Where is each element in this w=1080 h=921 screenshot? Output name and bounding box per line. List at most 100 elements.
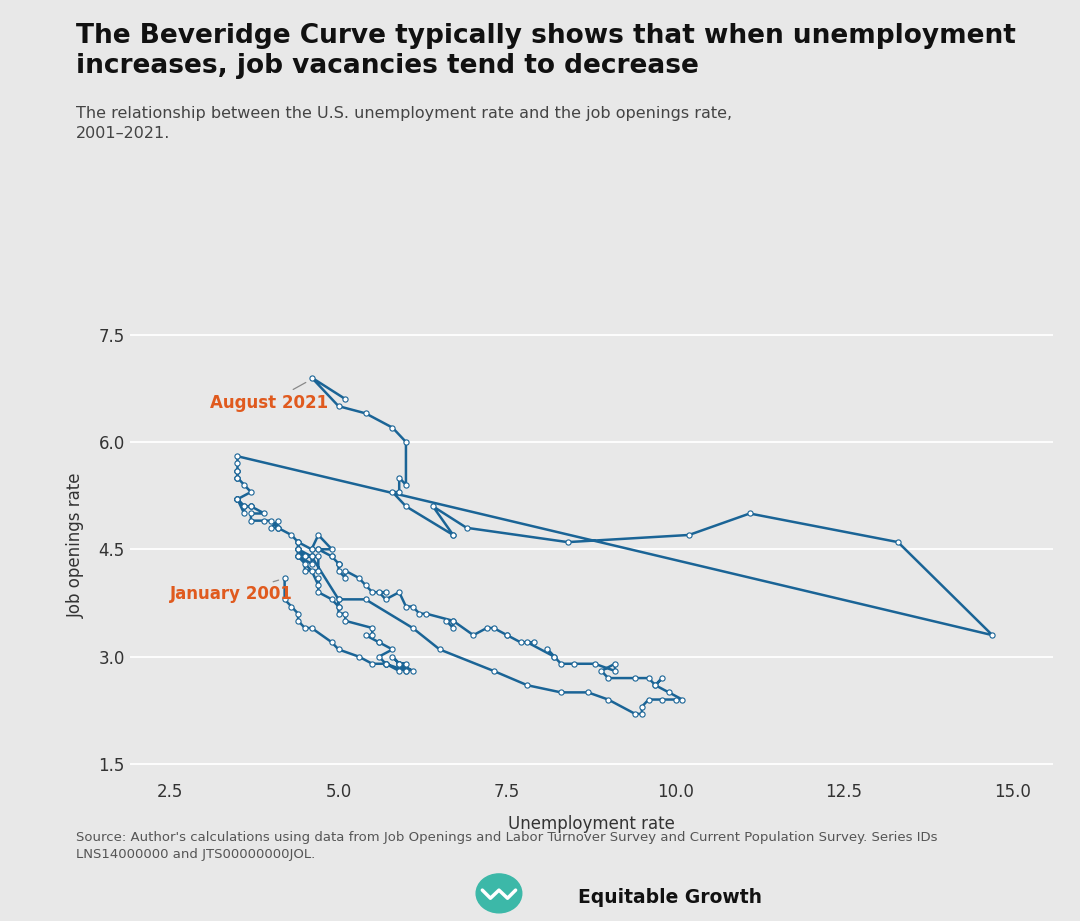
Point: [377, 657, 394, 671]
Point: [364, 657, 381, 671]
Point: [242, 499, 259, 514]
Point: [539, 642, 556, 657]
Point: [283, 528, 300, 542]
Point: [606, 663, 623, 678]
Point: [377, 592, 394, 607]
Point: [364, 585, 381, 600]
Point: [303, 549, 321, 564]
Point: [310, 577, 327, 592]
Point: [397, 499, 415, 514]
Point: [310, 528, 327, 542]
Point: [391, 657, 408, 671]
Point: [242, 484, 259, 499]
Text: Source: Author's calculations using data from Job Openings and Labor Turnover Su: Source: Author's calculations using data…: [76, 831, 937, 861]
Point: [303, 549, 321, 564]
Point: [329, 564, 347, 578]
Point: [674, 693, 691, 707]
Point: [579, 685, 596, 700]
Point: [269, 513, 286, 528]
Point: [289, 549, 307, 564]
Point: [350, 570, 367, 585]
Point: [377, 657, 394, 671]
Point: [289, 535, 307, 550]
Point: [289, 549, 307, 564]
Point: [262, 513, 280, 528]
Point: [391, 484, 408, 499]
Point: [289, 549, 307, 564]
Point: [296, 556, 313, 571]
Point: [350, 649, 367, 664]
Point: [397, 663, 415, 678]
Point: [229, 463, 246, 478]
Point: [633, 706, 650, 721]
Point: [404, 621, 421, 635]
Point: [445, 613, 462, 628]
Point: [410, 606, 428, 621]
Point: [269, 520, 286, 535]
Point: [356, 628, 374, 643]
Point: [518, 635, 536, 649]
Text: The relationship between the U.S. unemployment rate and the job openings rate,
2: The relationship between the U.S. unempl…: [76, 106, 732, 141]
Point: [310, 564, 327, 578]
Point: [566, 657, 583, 671]
Point: [445, 621, 462, 635]
Point: [276, 570, 294, 585]
Point: [256, 507, 273, 521]
Point: [337, 606, 354, 621]
Point: [626, 670, 644, 685]
Point: [229, 492, 246, 507]
Point: [397, 600, 415, 614]
Point: [337, 564, 354, 578]
Point: [478, 621, 496, 635]
Point: [889, 535, 906, 550]
Point: [329, 592, 347, 607]
Point: [498, 628, 515, 643]
Point: [518, 678, 536, 693]
Point: [383, 649, 401, 664]
Point: [289, 542, 307, 556]
Point: [370, 635, 388, 649]
Point: [653, 670, 671, 685]
Point: [680, 528, 698, 542]
Point: [329, 600, 347, 614]
Point: [445, 613, 462, 628]
Point: [329, 399, 347, 414]
Point: [485, 663, 502, 678]
Point: [599, 670, 617, 685]
Point: [552, 685, 569, 700]
Point: [310, 542, 327, 556]
Point: [296, 549, 313, 564]
Point: [485, 621, 502, 635]
Point: [329, 556, 347, 571]
Point: [606, 657, 623, 671]
Point: [303, 542, 321, 556]
Point: [229, 456, 246, 471]
Text: August 2021: August 2021: [211, 382, 328, 412]
Point: [229, 492, 246, 507]
Point: [370, 635, 388, 649]
Point: [431, 642, 448, 657]
Text: increases, job vacancies tend to decrease: increases, job vacancies tend to decreas…: [76, 53, 699, 79]
Point: [229, 471, 246, 485]
Point: [323, 635, 340, 649]
Point: [296, 549, 313, 564]
Point: [418, 606, 435, 621]
Point: [647, 678, 664, 693]
Point: [404, 663, 421, 678]
Point: [640, 670, 658, 685]
Point: [283, 600, 300, 614]
Point: [262, 520, 280, 535]
X-axis label: Unemployment rate: Unemployment rate: [508, 815, 675, 833]
Point: [364, 628, 381, 643]
Point: [599, 693, 617, 707]
Point: [289, 613, 307, 628]
Point: [229, 471, 246, 485]
Point: [235, 507, 253, 521]
Point: [397, 657, 415, 671]
Point: [391, 657, 408, 671]
Point: [667, 693, 685, 707]
Point: [303, 370, 321, 385]
Point: [391, 471, 408, 485]
Point: [269, 520, 286, 535]
Point: [303, 549, 321, 564]
